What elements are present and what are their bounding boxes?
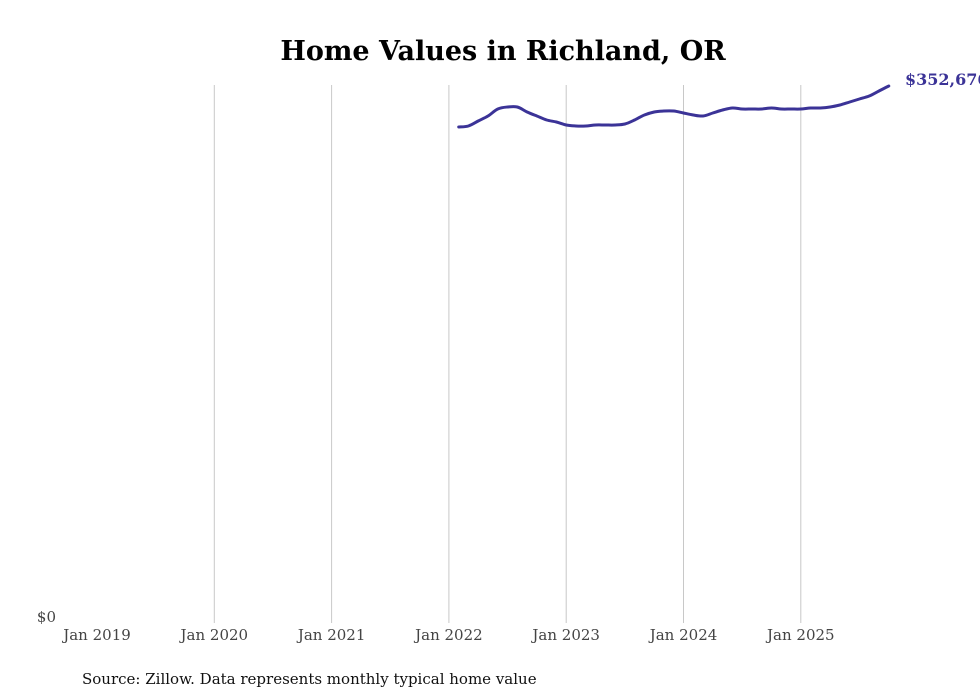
y-tick-label: $0 [37, 608, 56, 626]
x-tick-label: Jan 2022 [413, 626, 483, 644]
x-tick-label: Jan 2023 [530, 626, 600, 644]
series-line [457, 84, 891, 129]
end-value-label: $352,676 [905, 70, 980, 89]
x-tick-label: Jan 2020 [179, 626, 249, 644]
gridlines [213, 85, 802, 623]
x-tick-label: Jan 2019 [61, 626, 131, 644]
x-tick-label: Jan 2021 [296, 626, 366, 644]
x-axis-ticks: Jan 2019 Jan 2020 Jan 2021 Jan 2022 Jan 2023… [61, 626, 834, 644]
source-note: Source: Zillow. Data represents monthly … [82, 670, 537, 688]
chart-title: Home Values in Richland, OR [280, 36, 726, 67]
x-tick-label: Jan 2025 [765, 626, 835, 644]
x-tick-label: Jan 2024 [648, 626, 718, 644]
